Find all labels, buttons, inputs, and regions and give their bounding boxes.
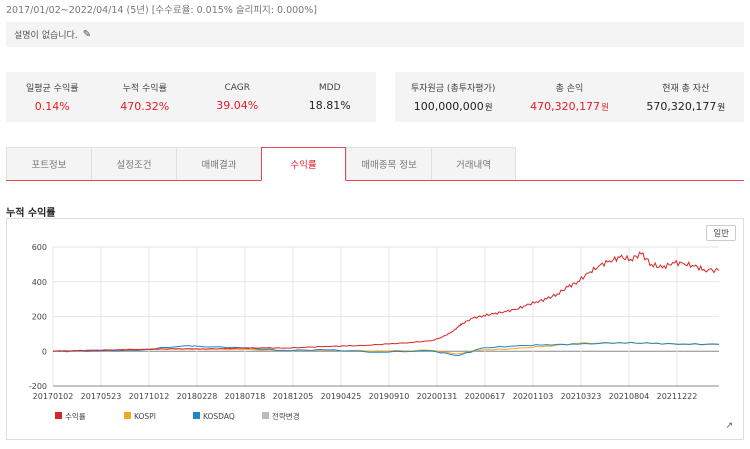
y-tick-label: -200 (29, 382, 47, 391)
stat-value: 570,320,177원 (646, 100, 725, 113)
x-tick-label: 20210804 (609, 392, 650, 401)
stat-label: MDD (318, 82, 341, 93)
stat-value: 18.81% (308, 98, 351, 112)
legend-rebalance-label: 전략변경 (272, 411, 300, 421)
stat-total-assets: 현재 총 자산 570,320,177원 (628, 72, 744, 122)
y-tick-label: 400 (32, 278, 47, 287)
stat-amount: 570,320,177 (646, 100, 717, 113)
backtest-period: 2017/01/02~2022/04/14 (5년) [수수료율: 0.015%… (6, 5, 317, 16)
x-tick-label: 20180718 (225, 392, 266, 401)
tab-trade-results[interactable]: 매매결과 (176, 147, 261, 180)
stat-value: 100,000,000원 (414, 100, 493, 113)
stat-cagr: CAGR 39.04% (191, 72, 284, 122)
x-tick-label: 20190910 (369, 392, 410, 401)
x-tick-label: 20201103 (513, 392, 554, 401)
stat-unit: 원 (601, 103, 609, 113)
stat-amount: 100,000,000 (413, 100, 484, 113)
stat-value: 470,320,177원 (530, 100, 609, 113)
tab-portfolio-info[interactable]: 포트정보 (6, 147, 91, 180)
x-tick-label: 20200131 (417, 392, 458, 401)
legend-return-label: 수익률 (65, 411, 86, 421)
stat-value: 39.04% (216, 98, 259, 112)
stat-mdd: MDD 18.81% (284, 72, 377, 122)
stat-label: 누적 수익률 (122, 84, 167, 94)
stat-label: CAGR (224, 82, 250, 93)
x-tick-label: 20181205 (273, 392, 314, 401)
legend-rebalance-swatch (262, 412, 269, 419)
stat-label: 총 손익 (555, 84, 584, 94)
stat-unit: 원 (717, 103, 726, 113)
stat-value: 470.32% (120, 100, 170, 113)
stat-label: 현재 총 자산 (662, 84, 710, 94)
x-tick-label: 20200617 (465, 392, 506, 401)
stat-cumulative-return: 누적 수익률 470.32% (99, 72, 192, 122)
x-tick-label: 20211222 (657, 392, 698, 401)
y-tick-label: 200 (32, 313, 47, 322)
stat-label: 일평균 수익률 (25, 84, 79, 94)
x-tick-label: 20170102 (33, 392, 74, 401)
x-tick-label: 20190425 (321, 392, 362, 401)
legend-kospi-label: KOSPI (134, 412, 156, 421)
section-title: 누적 수익률 (6, 208, 56, 219)
tab-settings[interactable]: 설정조건 (91, 147, 176, 180)
legend-return-swatch (55, 412, 62, 419)
series-line-return (52, 251, 720, 352)
tab-returns[interactable]: 수익률 (261, 147, 346, 181)
asset-stats: 투자원금 (총투자평가) 100,000,000원 총 손익 470,320,1… (395, 72, 744, 122)
legend-kospi-swatch (124, 412, 131, 419)
series-line-kosdaq (52, 341, 720, 357)
legend-kosdaq-label: KOSDAQ (203, 412, 235, 421)
stat-value: 0.14% (34, 100, 70, 113)
stat-total-profit: 총 손익 470,320,177원 (511, 72, 627, 122)
stat-daily-return: 일평균 수익률 0.14% (6, 72, 99, 122)
y-tick-label: 600 (32, 243, 47, 252)
edit-pencil-icon[interactable]: ✎ (82, 29, 92, 40)
stat-amount: 470,320,177 (530, 100, 601, 113)
stat-principal: 투자원금 (총투자평가) 100,000,000원 (395, 72, 511, 122)
legend-kosdaq-swatch (193, 412, 200, 419)
stat-label: 투자원금 (총투자평가) (410, 84, 496, 94)
performance-stats: 일평균 수익률 0.14% 누적 수익률 470.32% CAGR 39.04%… (6, 72, 376, 122)
x-tick-label: 20180228 (177, 392, 218, 401)
cumulative-return-chart: -200 0 200 400 600 20170102 20170523 20171012 20… (6, 218, 744, 440)
description-box: 설명이 없습니다. ✎ (6, 22, 744, 47)
tab-transaction-history[interactable]: 거래내역 (431, 147, 516, 180)
x-tick-label: 20170523 (81, 392, 122, 401)
tab-traded-stocks[interactable]: 매매종목 정보 (346, 147, 431, 180)
result-tabs: 포트정보 설정조건 매매결과 수익률 매매종목 정보 거래내역 (6, 147, 744, 181)
x-tick-label: 20171012 (129, 392, 170, 401)
chart-svg: -200 0 200 400 600 20170102 20170523 20171012 20… (29, 243, 720, 421)
x-tick-label: 20210323 (561, 392, 602, 401)
resize-handle-icon[interactable]: ↗ (725, 421, 733, 431)
description-text: 설명이 없습니다. (14, 31, 78, 41)
chart-mode-button[interactable]: 일반 (706, 225, 736, 241)
stat-unit: 원 (484, 103, 493, 113)
y-tick-label: 0 (42, 347, 47, 356)
